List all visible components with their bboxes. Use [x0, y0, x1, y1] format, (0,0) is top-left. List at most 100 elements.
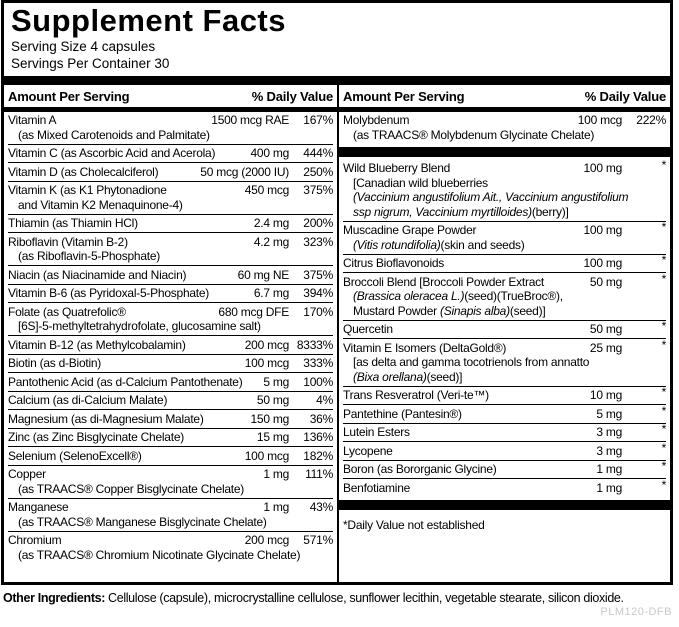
ingredient-amount: 50 mg — [256, 393, 289, 407]
ingredient-name: Chromium — [8, 533, 62, 547]
facts-panel: Supplement Facts Serving Size 4 capsules… — [1, 0, 673, 585]
right-column-rows: Molybdenum 100 mcg 222% (as TRAACS® Molybde… — [339, 112, 670, 583]
daily-value-header: % Daily Value — [584, 89, 666, 104]
ingredient-daily-value: 323% — [303, 234, 333, 249]
ingredient-amount: 10 mg — [589, 388, 622, 402]
other-ingredients-label: Other Ingredients: — [3, 591, 106, 605]
ingredient-daily-value: * — [622, 253, 667, 271]
ingredient-name: Broccoli Blend [Broccoli Powder Extract — [343, 274, 544, 289]
ingredient-name: Vitamin C (as Ascorbic Acid and Acerola) — [8, 146, 216, 160]
ingredient-daily-value: 333% — [303, 356, 333, 370]
daily-value-header: % Daily Value — [251, 89, 333, 104]
ingredient-daily-value: 167% — [303, 113, 333, 127]
ingredient-name: Benfotiamine — [343, 480, 411, 495]
ingredient-amount: 3 mg — [596, 443, 622, 458]
ingredient-daily-value: * — [622, 158, 667, 176]
table-row: Pantothenic Acid (as d-Calcium Pantothen… — [8, 372, 333, 391]
asterisk: * — [661, 158, 667, 172]
section-separator-bar — [339, 146, 670, 157]
ingredient-detail: [6S]-5-methyltetrahydrofolate, glucosami… — [18, 319, 261, 333]
table-row: Folate (as Quatrefolic® 680 mcg DFE 170% [6… — [8, 302, 333, 335]
ingredient-daily-value: * — [622, 220, 667, 238]
amount-per-serving-header: Amount Per Serving — [343, 89, 465, 104]
asterisk: * — [661, 477, 667, 492]
table-row: Molybdenum 100 mcg 222% (as TRAACS® Molybde… — [343, 112, 666, 144]
ingredient-name: Thiamin (as Thiamin HCl) — [8, 216, 138, 230]
ingredient-amount: 1 mg — [263, 500, 289, 514]
table-row: Vitamin D (as Cholecalciferol) 50 mcg (20… — [8, 162, 333, 181]
ingredient-detail: Mustard Powder (Sinapis alba)(seed)] — [353, 303, 546, 318]
asterisk: * — [661, 271, 667, 286]
ingredient-name: Vitamin E Isomers (DeltaGold®) — [343, 340, 507, 355]
ingredient-daily-value: 222% — [636, 113, 666, 127]
ingredient-name: Citrus Bioflavonoids — [343, 256, 445, 270]
ingredient-amount: 450 mcg — [244, 183, 290, 197]
table-row: Wild Blueberry Blend 100 mg * [Canadian wil… — [343, 158, 667, 221]
serving-size: Serving Size 4 capsules — [11, 39, 156, 54]
ingredient-amount: 100 mg — [583, 161, 622, 175]
ingredient-amount: 5 mg — [263, 374, 289, 389]
table-row: Manganese 1 mg 43% (as TRAACS® Manganese Bi… — [8, 497, 333, 531]
table-row: Trans Resveratrol (Veri-te™) 10 mg * — [343, 385, 667, 405]
ingredient-name: Magnesium (as di-Magnesium Malate) — [8, 411, 204, 426]
ingredient-detail: (Bixa orellana)(seed)] — [353, 369, 463, 384]
ingredient-amount: 680 mcg DFE — [218, 304, 289, 319]
ingredient-name: Vitamin K (as K1 Phytonadione — [8, 183, 167, 197]
ingredient-daily-value: 571% — [303, 533, 333, 547]
ingredient-amount: 100 mg — [583, 223, 622, 237]
ingredient-amount: 50 mcg (2000 IU) — [200, 164, 289, 179]
ingredient-amount: 15 mg — [256, 430, 289, 444]
asterisk: * — [661, 403, 667, 418]
table-row: Vitamin E Isomers (DeltaGold®) 25 mg * [as … — [343, 338, 666, 386]
ingredient-amount: 60 mg NE — [237, 267, 290, 282]
ingredient-name: Selenium (SelenoExcell®) — [8, 448, 142, 463]
page-title: Supplement Facts — [11, 3, 286, 38]
table-row: Vitamin C (as Ascorbic Acid and Acerola)… — [8, 143, 333, 163]
ingredient-name: Biotin (as d-Biotin) — [8, 356, 102, 370]
table-row: Vitamin B-12 (as Methylcobalamin) 200 mcg… — [8, 335, 333, 354]
table-row: Copper 1 mg 111% (as TRAACS® Copper Bisglyc… — [8, 464, 333, 498]
table-row: Broccoli Blend [Broccoli Powder Extract 5… — [343, 272, 666, 320]
ingredient-name: Quercetin — [343, 322, 393, 336]
section-separator-bar — [339, 499, 670, 510]
ingredient-name: Riboflavin (Vitamin B-2) — [8, 234, 128, 249]
ingredient-detail: (Vitis rotundifolia)(skin and seeds) — [353, 237, 525, 252]
ingredient-daily-value: * — [622, 338, 667, 356]
ingredient-name: Lutein Esters — [343, 425, 410, 439]
ingredient-amount: 4.2 mg — [253, 234, 289, 249]
ingredient-daily-value: 36% — [309, 411, 334, 426]
ingredient-name: Trans Resveratrol (Veri-te™) — [343, 388, 489, 402]
ingredient-detail: (Brassica oleracea L.)(seed)(TrueBroc®), — [353, 289, 563, 303]
ingredient-daily-value: * — [622, 422, 667, 440]
ingredient-daily-value: * — [622, 385, 667, 403]
asterisk: * — [661, 440, 667, 455]
ingredient-amount: 6.7 mg — [253, 286, 289, 300]
table-row: Thiamin (as Thiamin HCl) 2.4 mg 200% — [8, 213, 333, 233]
table-row: Calcium (as di-Calcium Malate) 50 mg 4% — [8, 390, 333, 410]
ingredient-amount: 200 mcg — [244, 533, 290, 547]
ingredient-detail: (as TRAACS® Chromium Nicotinate Glycinat… — [18, 547, 301, 562]
table-row: Niacin (as Niacinamide and Niacin) 60 mg … — [8, 265, 333, 284]
right-column: Amount Per Serving % Daily Value Molybde… — [337, 85, 670, 582]
ingredient-name: Folate (as Quatrefolic® — [8, 304, 126, 319]
other-ingredients: Other Ingredients: Cellulose (capsule), m… — [3, 591, 624, 605]
ingredient-amount: 5 mg — [596, 406, 622, 421]
daily-value-footnote: *Daily Value not established — [343, 517, 485, 532]
facts-columns: Amount Per Serving % Daily Value Vitamin… — [4, 85, 670, 582]
table-row: Citrus Bioflavonoids 100 mg * — [343, 253, 667, 273]
ingredient-amount: 2.4 mg — [253, 216, 289, 230]
ingredient-daily-value: * — [622, 271, 667, 290]
amount-per-serving-header: Amount Per Serving — [8, 89, 130, 104]
ingredient-name: Vitamin B-12 (as Methylcobalamin) — [8, 337, 186, 352]
asterisk: * — [661, 459, 667, 473]
other-ingredients-text: Cellulose (capsule), microcrystalline ce… — [108, 591, 624, 605]
ingredient-detail: (as TRAACS® Copper Bisglycinate Chelate) — [18, 481, 245, 496]
right-column-header: Amount Per Serving % Daily Value — [343, 85, 666, 107]
ingredient-daily-value: 8333% — [296, 337, 333, 352]
left-column-rows: Vitamin A 1500 mcg RAE 167% (as Mixed Carot… — [8, 112, 333, 583]
table-row: Selenium (SelenoExcell®) 100 mcg 182% — [8, 446, 333, 465]
table-row: Pantethine (Pantesin®) 5 mg * — [343, 404, 666, 423]
ingredient-detail: ssp nigrum, Vaccinium myrtilloides)(berr… — [353, 204, 569, 219]
ingredient-daily-value: 250% — [303, 164, 333, 179]
left-column: Amount Per Serving % Daily Value Vitamin… — [4, 85, 337, 582]
